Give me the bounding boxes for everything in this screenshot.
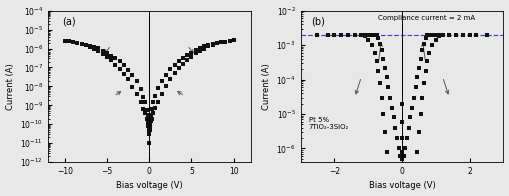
Text: Pt 5%
7TiO₂-3SiO₂: Pt 5% 7TiO₂-3SiO₂ [308, 117, 349, 130]
Text: Compliance current = 2 mA: Compliance current = 2 mA [378, 15, 475, 21]
X-axis label: Bias voltage (V): Bias voltage (V) [369, 181, 435, 191]
Text: (b): (b) [310, 17, 325, 27]
Y-axis label: Current (A): Current (A) [262, 63, 271, 110]
Text: (a): (a) [62, 17, 75, 27]
Y-axis label: Current (A): Current (A) [6, 63, 15, 110]
X-axis label: Bias voltage (V): Bias voltage (V) [116, 181, 183, 191]
